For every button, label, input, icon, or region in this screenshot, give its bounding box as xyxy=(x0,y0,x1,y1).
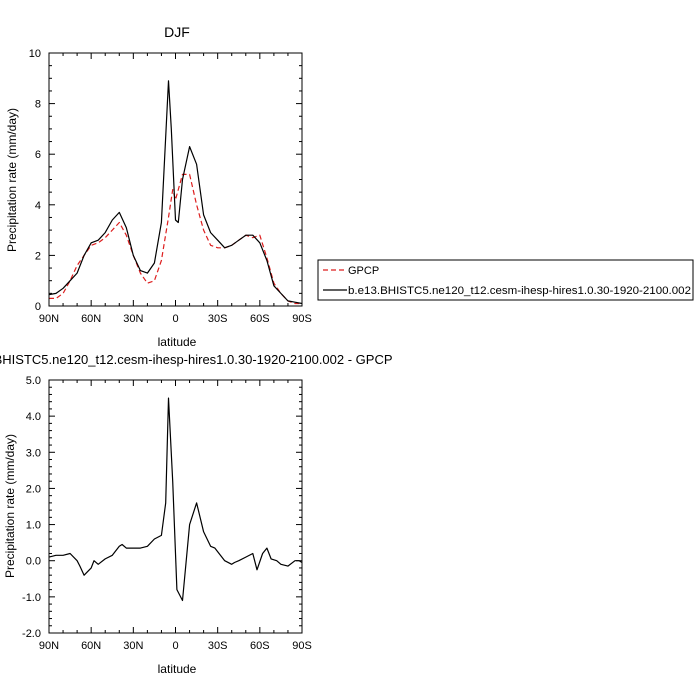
x-tick-label: 60S xyxy=(250,313,270,325)
y-tick-label: 4.0 xyxy=(26,411,41,423)
legend-box xyxy=(317,259,694,301)
y-axis-label: Precipitation rate (mm/day) xyxy=(5,108,19,252)
x-tick-label: 30S xyxy=(208,313,228,325)
y-tick-label: 8 xyxy=(35,99,41,111)
plot-frame xyxy=(48,379,303,634)
y-tick-label: 2 xyxy=(35,250,41,262)
x-tick-label: 90S xyxy=(292,313,312,325)
x-tick-label: 60S xyxy=(250,640,270,652)
x-tick-label: 30N xyxy=(123,313,143,325)
difference-chart: b.e13.BHISTC5.ne120_t12.cesm-ihesp-hires… xyxy=(0,352,393,676)
legend: GPCP b.e13.BHISTC5.ne120_t12.cesm-ihesp-… xyxy=(317,259,694,301)
y-tick-label: 3.0 xyxy=(26,447,41,459)
x-tick-label: 30S xyxy=(208,640,228,652)
axis-ticks: 90N 60N 30N 0 30S 60S 90S 0 2 4 6 8 10 xyxy=(29,48,312,325)
chart-title-difference: b.e13.BHISTC5.ne120_t12.cesm-ihesp-hires… xyxy=(0,352,393,367)
axis-ticks: 90N 60N 30N 0 30S 60S 90S -2.0 -1.0 0.0 1.0 2.0 3.0 4… xyxy=(22,375,312,652)
legend-label-gpcp: GPCP xyxy=(348,265,379,277)
y-tick-label: 10 xyxy=(29,48,41,60)
series-lines xyxy=(48,80,303,305)
y-tick-label: 2.0 xyxy=(26,483,41,495)
series-line-difference xyxy=(48,397,303,602)
x-tick-label: 90N xyxy=(39,313,59,325)
y-tick-label: 0.0 xyxy=(26,556,41,568)
y-tick-label: 4 xyxy=(35,200,41,212)
x-tick-label: 0 xyxy=(172,640,178,652)
chart-title-djf: DJF xyxy=(164,24,190,40)
series-line-gpcp xyxy=(49,173,302,305)
x-axis-label: latitude xyxy=(158,335,197,349)
x-tick-label: 90N xyxy=(39,640,59,652)
legend-label-model: b.e13.BHISTC5.ne120_t12.cesm-ihesp-hires… xyxy=(348,285,691,297)
x-tick-label: 60N xyxy=(81,313,101,325)
plot-frame xyxy=(48,52,303,307)
y-tick-label: -2.0 xyxy=(22,628,41,640)
y-tick-label: 6 xyxy=(35,149,41,161)
x-axis-label: latitude xyxy=(158,662,197,676)
djf-precipitation-chart: DJF Precipitation rate (mm/day) latitude… xyxy=(5,24,312,349)
y-tick-label: 0 xyxy=(35,301,41,313)
y-tick-label: -1.0 xyxy=(22,592,41,604)
x-tick-label: 0 xyxy=(172,313,178,325)
series-line-model xyxy=(48,80,303,305)
y-tick-label: 5.0 xyxy=(26,375,41,387)
x-tick-label: 60N xyxy=(81,640,101,652)
y-axis-label: Precipitation rate (mm/day) xyxy=(3,434,17,578)
x-tick-label: 90S xyxy=(292,640,312,652)
series-lines xyxy=(48,397,303,602)
y-tick-label: 1.0 xyxy=(26,520,41,532)
x-tick-label: 30N xyxy=(123,640,143,652)
